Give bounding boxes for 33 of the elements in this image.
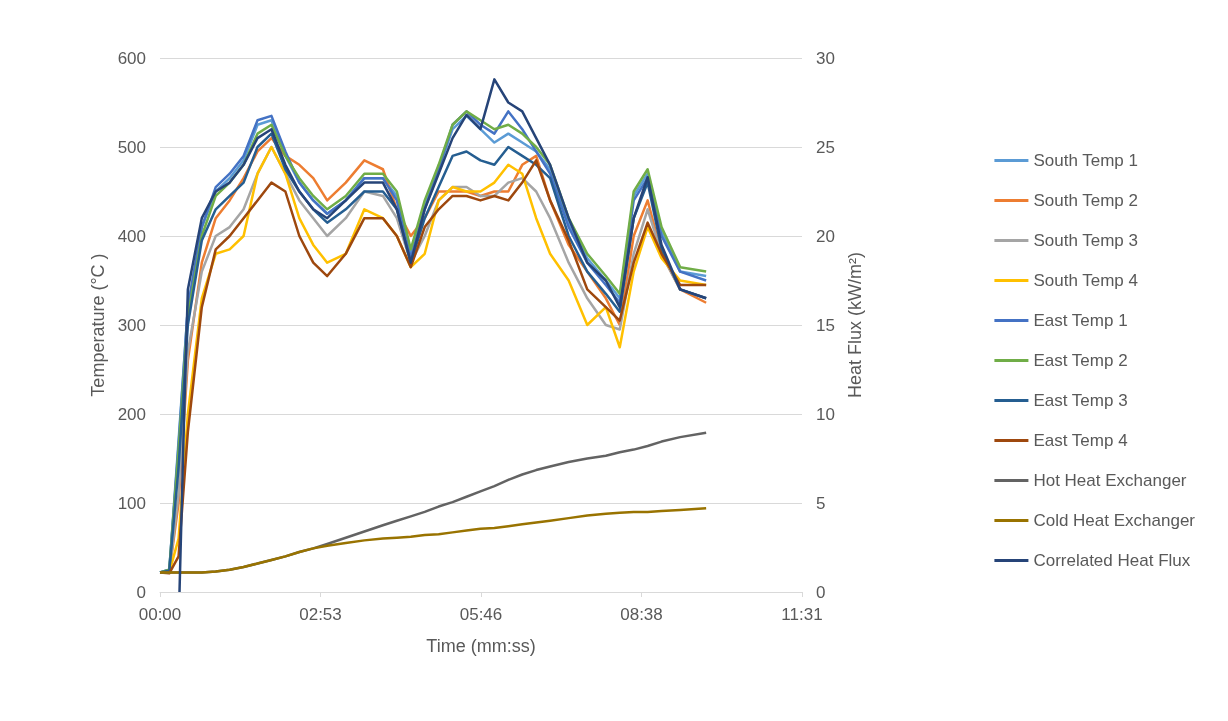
legend-label: East Temp 1 bbox=[1033, 311, 1128, 330]
legend-label: Correlated Heat Flux bbox=[1033, 551, 1191, 570]
x-tick-label: 05:46 bbox=[459, 605, 503, 624]
legend-label: South Temp 1 bbox=[1033, 151, 1138, 170]
y-tick-label: 0 bbox=[136, 582, 146, 602]
y2-tick-label: 25 bbox=[816, 137, 835, 157]
legend-label: Cold Heat Exchanger bbox=[1033, 511, 1196, 530]
x-tick-label: 00:00 bbox=[138, 605, 182, 624]
y-axis-title: Temperature (°C ) bbox=[87, 253, 108, 397]
legend-label: Hot Heat Exchanger bbox=[1033, 471, 1187, 490]
x-tick-label: 08:38 bbox=[620, 605, 663, 624]
y2-tick-label: 15 bbox=[816, 315, 835, 335]
x-tick-label: 02:53 bbox=[299, 605, 342, 624]
y-tick-label: 600 bbox=[117, 48, 146, 68]
y2-tick-label: 5 bbox=[816, 493, 826, 513]
y-tick-label: 500 bbox=[117, 137, 146, 157]
legend-label: South Temp 2 bbox=[1033, 191, 1138, 210]
y-tick-label: 200 bbox=[117, 404, 146, 424]
legend-label: East Temp 4 bbox=[1033, 431, 1128, 450]
x-tick-label: 11:31 bbox=[781, 605, 823, 624]
x-axis-title: Time (mm:ss) bbox=[426, 636, 536, 656]
y-tick-label: 300 bbox=[117, 315, 146, 335]
y2-tick-label: 30 bbox=[816, 48, 835, 68]
y2-tick-label: 0 bbox=[816, 582, 826, 602]
legend-label: South Temp 3 bbox=[1033, 231, 1138, 250]
y2-axis-title: Heat Flux (kW/m²) bbox=[844, 252, 865, 398]
y-tick-label: 100 bbox=[117, 493, 146, 513]
y2-tick-label: 20 bbox=[816, 226, 835, 246]
y2-tick-label: 10 bbox=[816, 404, 835, 424]
legend-label: South Temp 4 bbox=[1033, 271, 1138, 290]
legend-label: East Temp 3 bbox=[1033, 391, 1128, 410]
y-tick-label: 400 bbox=[117, 226, 146, 246]
legend-label: East Temp 2 bbox=[1033, 351, 1128, 370]
